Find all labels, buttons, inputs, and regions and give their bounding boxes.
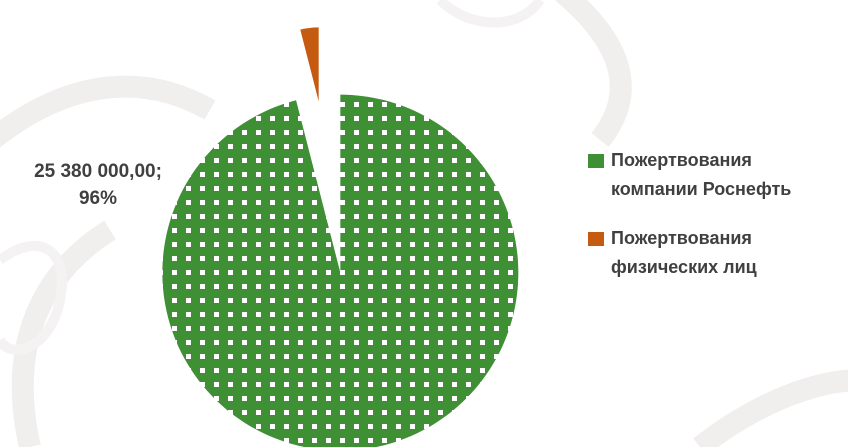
legend-label-line2: физических лиц bbox=[611, 257, 757, 277]
legend-label-line2: компании Роснефть bbox=[611, 179, 792, 199]
data-label-percent: 96% bbox=[78, 188, 118, 209]
legend-swatch-rosneft bbox=[588, 154, 604, 168]
legend-label-line1: Пожертвования bbox=[611, 228, 752, 248]
data-label-rosneft: 25 380 000,00; 96% bbox=[0, 158, 196, 212]
legend-item-rosneft: Пожертвования компании Роснефть bbox=[588, 146, 848, 204]
pie-slice-individuals bbox=[300, 27, 319, 102]
legend-item-individuals: Пожертвования физических лиц bbox=[588, 224, 848, 282]
legend-swatch-individuals bbox=[588, 232, 604, 246]
legend-label-line1: Пожертвования bbox=[611, 150, 752, 170]
data-label-value: 25 380 000,00; bbox=[34, 161, 162, 182]
pie-slice-rosneft bbox=[162, 94, 519, 447]
legend: Пожертвования компании Роснефть Пожертво… bbox=[588, 146, 848, 302]
